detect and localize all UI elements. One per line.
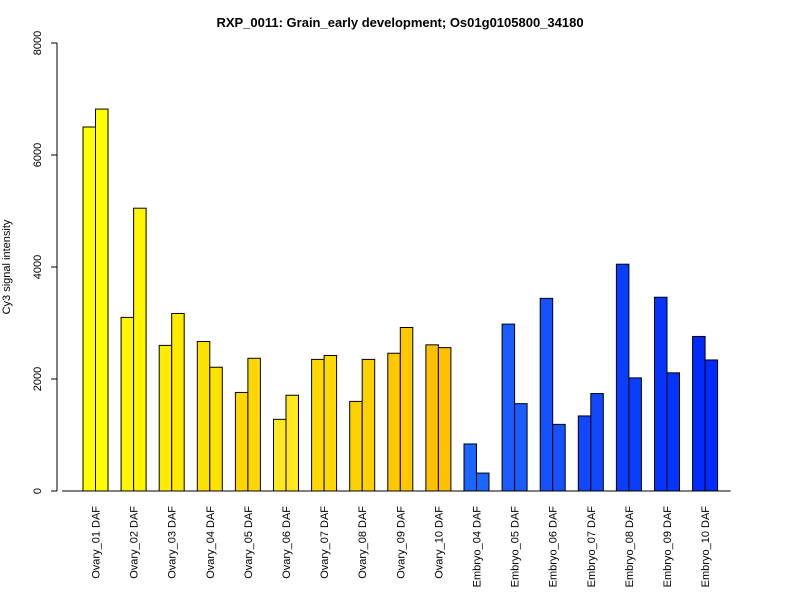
bar: [247, 357, 261, 492]
x-tick-label: Embryo_09 DAF: [662, 506, 674, 588]
x-tick-label: Ovary_02 DAF: [129, 506, 141, 579]
bar: [234, 391, 249, 492]
y-tick-label: 4000: [32, 255, 44, 279]
x-tick-label: Ovary_04 DAF: [205, 506, 217, 579]
bar: [692, 335, 706, 492]
chart-title: RXP_0011: Grain_early development; Os01g…: [216, 15, 583, 30]
y-tick-label: 2000: [32, 367, 44, 391]
bar: [577, 415, 592, 492]
bar: [133, 207, 147, 492]
bar: [209, 366, 223, 492]
bar: [95, 108, 109, 492]
bar: [666, 372, 680, 492]
bar: [311, 358, 325, 492]
x-tick-label: Ovary_07 DAF: [319, 506, 331, 579]
x-tick-label: Embryo_04 DAF: [472, 506, 484, 588]
bar: [628, 377, 642, 492]
bar: [120, 316, 135, 492]
bar: [387, 352, 401, 492]
y-axis: 0 2000 4000 6000 8000: [32, 31, 58, 494]
bar: [399, 326, 414, 492]
bar: [463, 443, 477, 492]
x-tick-label: Ovary_09 DAF: [395, 506, 407, 579]
bar: [285, 394, 299, 492]
bar: [273, 418, 287, 492]
x-tick-label: Ovary_03 DAF: [167, 506, 179, 579]
y-tick-label: 8000: [32, 31, 44, 55]
bar: [171, 312, 185, 492]
x-axis-labels: Ovary_01 DAF Ovary_02 DAF Ovary_03 DAF Ovar…: [91, 506, 713, 588]
bar: [349, 400, 363, 492]
x-tick-label: Embryo_06 DAF: [548, 506, 560, 588]
bar: [590, 393, 604, 492]
x-tick-label: Embryo_10 DAF: [700, 506, 712, 588]
bar: [323, 354, 338, 492]
bars: [82, 108, 719, 492]
bar: [425, 344, 439, 492]
bar: [615, 263, 630, 492]
bar: [196, 340, 211, 492]
bar: [361, 358, 376, 492]
bar: [514, 403, 528, 492]
bar: [476, 472, 490, 492]
bar: [654, 296, 668, 492]
y-tick-label: 0: [32, 488, 44, 494]
x-tick-label: Ovary_10 DAF: [433, 506, 445, 579]
bar: [704, 359, 719, 492]
y-tick-label: 6000: [32, 143, 44, 167]
bar: [158, 344, 173, 492]
bar: [539, 297, 554, 492]
x-tick-label: Ovary_06 DAF: [281, 506, 293, 579]
y-axis-label: Cy3 signal intensity: [1, 219, 13, 314]
x-tick-label: Embryo_05 DAF: [510, 506, 522, 588]
x-tick-label: Ovary_01 DAF: [91, 506, 103, 579]
bar: [552, 423, 566, 492]
bar: [437, 347, 452, 492]
bar: [501, 323, 516, 492]
x-tick-label: Embryo_08 DAF: [624, 506, 636, 588]
x-tick-label: Ovary_05 DAF: [243, 506, 255, 579]
bar: [82, 126, 96, 492]
x-tick-label: Ovary_08 DAF: [357, 506, 369, 579]
x-tick-label: Embryo_07 DAF: [586, 506, 598, 588]
